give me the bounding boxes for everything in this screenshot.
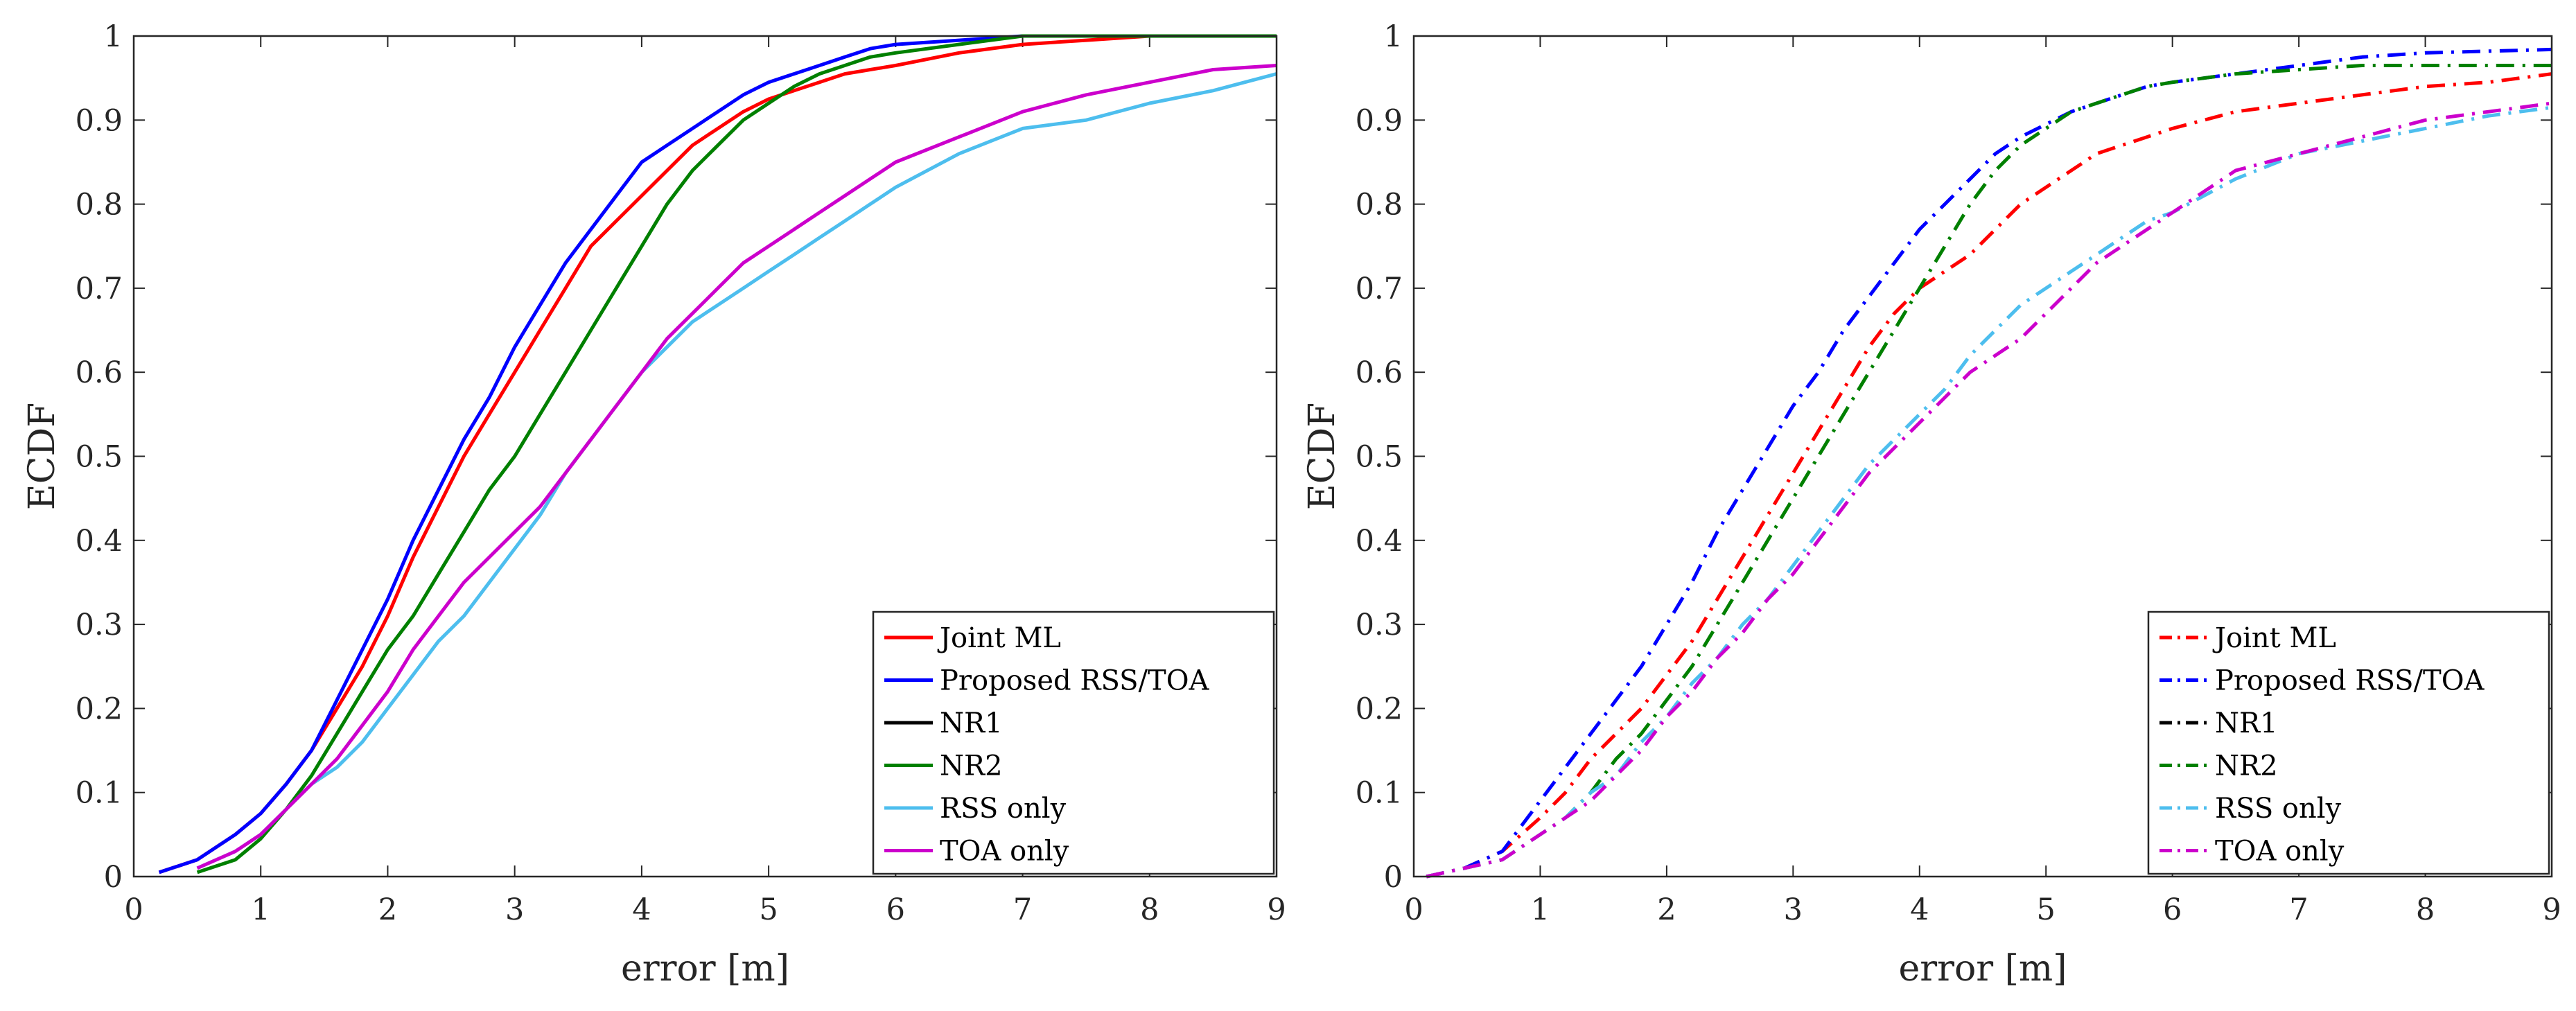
- x-tick-label: 5: [759, 893, 778, 927]
- x-axis-label: error [m]: [1898, 948, 2067, 990]
- series-line-joint-ml: [158, 34, 1277, 874]
- legend-label: Joint ML: [937, 622, 1061, 654]
- axes-box: [1412, 35, 2553, 878]
- y-tick-label: 0.2: [1356, 692, 1403, 726]
- y-tick-label: 0.6: [76, 355, 123, 390]
- x-tick-label: 0: [1404, 893, 1423, 927]
- chart-panel-2: 0 1 2 3 4 5 6 7 8 9 0 0.1 0.2 0.3 0.4 0.5 0.6 0.7 0.8 0.9 1 e…: [1302, 19, 2561, 990]
- x-tick-label: 2: [378, 893, 397, 927]
- x-tick-label: 8: [2416, 893, 2435, 927]
- x-tick-label: 9: [1267, 893, 1286, 927]
- legend-box: [872, 610, 1275, 875]
- x-tick-label: 9: [2542, 893, 2561, 927]
- x-tick-label: 7: [1013, 893, 1032, 927]
- series-line-proposed-rss-toa: [158, 34, 1277, 874]
- legend-label: NR1: [940, 707, 1003, 739]
- y-tick-label: 0: [1384, 860, 1403, 895]
- x-tick-label: 8: [1140, 893, 1159, 927]
- y-tick-label: 0.8: [76, 188, 123, 222]
- x-tick-label: 7: [2289, 893, 2308, 927]
- legend-label: Proposed RSS/TOA: [2215, 665, 2485, 697]
- series-line-proposed-rss-toa: [1426, 47, 2552, 879]
- y-tick-label: 0.8: [1356, 188, 1403, 222]
- legend-label: NR2: [2215, 750, 2278, 782]
- x-tick-label: 1: [252, 893, 270, 927]
- x-axis-label: error [m]: [621, 948, 789, 990]
- y-tick-label: 0.9: [76, 103, 123, 138]
- y-tick-label: 1: [1384, 19, 1403, 54]
- y-tick-label: 0.7: [76, 272, 123, 306]
- series-line-toa-only: [1426, 101, 2552, 879]
- chart-panel-1: 0 1 2 3 4 5 6 7 8 9 0 0.1 0.2 0.3 0.4 0.5 0.6 0.7 0.8 0.9 1 e…: [21, 19, 1286, 990]
- series-line-nr2: [196, 34, 1277, 874]
- y-tick-label: 0.6: [1356, 355, 1403, 390]
- x-tick-label: 3: [1784, 893, 1803, 927]
- x-tick-label: 2: [1657, 893, 1676, 927]
- y-tick-label: 0.1: [76, 776, 123, 811]
- y-tick-label: 0.3: [1356, 608, 1403, 642]
- y-tick-label: 0.4: [1356, 524, 1403, 559]
- y-axis-label: ECDF: [21, 403, 63, 511]
- legend-label: RSS only: [940, 793, 1067, 825]
- y-tick-label: 0.4: [76, 524, 123, 559]
- x-tick-label: 0: [124, 893, 143, 927]
- legend: Joint ML Proposed RSS/TOA NR1 NR2 RSS only TO…: [872, 610, 1275, 875]
- y-tick-label: 0.7: [1356, 272, 1403, 306]
- legend-label: Joint ML: [2212, 622, 2336, 654]
- legend-label: RSS only: [2215, 793, 2342, 825]
- series-line-joint-ml: [1426, 72, 2552, 879]
- legend-box: [2147, 610, 2550, 875]
- x-tick-label: 4: [1910, 893, 1929, 927]
- legend: Joint ML Proposed RSS/TOA NR1 NR2 RSS only TO…: [2147, 610, 2550, 875]
- y-tick-label: 1: [104, 19, 123, 54]
- y-tick-label: 0.5: [76, 440, 123, 475]
- y-tick-label: 0: [104, 860, 123, 895]
- y-tick-label: 0.5: [1356, 440, 1403, 475]
- y-tick-label: 0.9: [1356, 103, 1403, 138]
- y-tick-label: 0.2: [76, 692, 123, 726]
- y-tick-label: 0.3: [76, 608, 123, 642]
- x-tick-label: 5: [2037, 893, 2056, 927]
- x-tick-label: 3: [505, 893, 524, 927]
- axes-box: [132, 35, 1278, 878]
- x-tick-label: 4: [632, 893, 651, 927]
- x-tick-label: 6: [2163, 893, 2182, 927]
- legend-label: NR1: [2215, 707, 2278, 739]
- legend-label: Proposed RSS/TOA: [940, 665, 1209, 697]
- y-tick-label: 0.1: [1356, 776, 1403, 811]
- legend-label: TOA only: [940, 836, 1069, 868]
- legend-label: TOA only: [2215, 836, 2345, 868]
- series-line-toa-only: [196, 64, 1277, 870]
- x-tick-label: 1: [1531, 893, 1550, 927]
- legend-label: NR2: [940, 750, 1003, 782]
- x-tick-label: 6: [886, 893, 905, 927]
- y-axis-label: ECDF: [1302, 403, 1343, 511]
